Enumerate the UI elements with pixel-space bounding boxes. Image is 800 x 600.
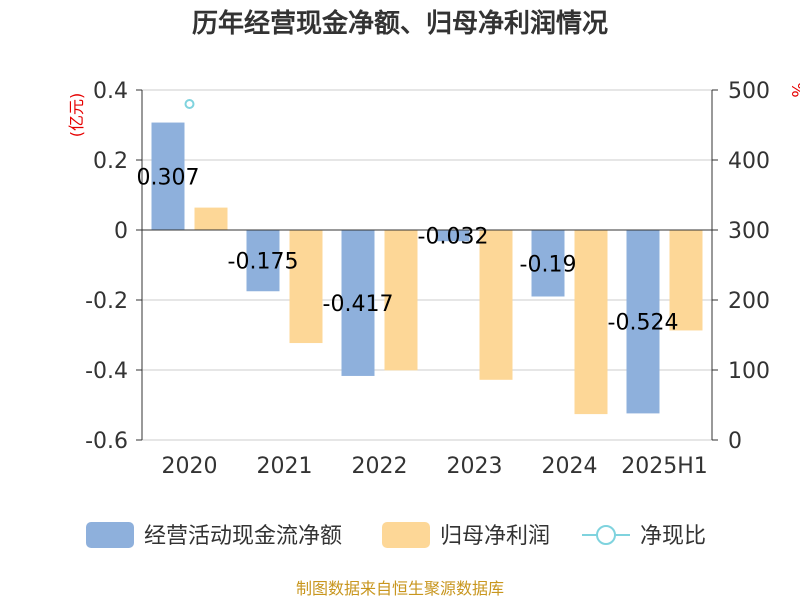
x-tick-label: 2020: [162, 454, 218, 479]
y2-tick-label: 400: [728, 149, 770, 174]
legend[interactable]: 经营活动现金流净额 归母净利润 净现比: [86, 522, 706, 549]
bar-cashflow: [626, 230, 660, 414]
data-label: 0.307: [137, 165, 200, 190]
bar-cashflow: [246, 230, 280, 292]
legend-swatch-net-profit: [382, 522, 430, 548]
data-label: -0.175: [228, 250, 299, 275]
legend-swatch-cashflow: [86, 522, 134, 548]
y-tick-label: 0.4: [93, 79, 128, 104]
data-labels: 0.307 -0.175 -0.417 -0.032 -0.19 -0.524: [137, 165, 679, 335]
y2-tick-label: 300: [728, 219, 770, 244]
bar-cashflow: [436, 230, 470, 242]
y-tick-label: -0.6: [85, 429, 128, 454]
data-label: -0.19: [520, 252, 577, 277]
y2-tick-label: 0: [728, 429, 742, 454]
bar-cashflow: [151, 122, 185, 230]
y-tick-label: -0.4: [85, 359, 128, 384]
source-note: 制图数据来自恒生聚源数据库: [296, 579, 504, 598]
bar-cashflow: [341, 230, 375, 376]
data-label: -0.417: [323, 292, 394, 317]
chart-title: 历年经营现金净额、归母净利润情况: [192, 8, 608, 39]
y-tick-label: 0.2: [93, 149, 128, 174]
y2-tick-label: 200: [728, 289, 770, 314]
legend-label-ratio: 净现比: [640, 524, 706, 549]
y2-tick-label: 100: [728, 359, 770, 384]
data-label: -0.524: [608, 311, 679, 336]
bar-net-profit: [574, 230, 608, 415]
legend-label-net-profit: 归母净利润: [440, 524, 550, 549]
legend-label-cashflow: 经营活动现金流净额: [144, 524, 342, 549]
bars: [151, 122, 703, 415]
legend-marker-ratio: [596, 525, 616, 545]
x-tick-label: 2021: [257, 454, 313, 479]
bar-net-profit: [479, 230, 513, 380]
bar-net-profit: [289, 230, 323, 344]
bar-net-profit: [384, 230, 418, 371]
data-label: -0.032: [418, 225, 489, 250]
x-tick-label: 2024: [542, 454, 598, 479]
axes: -0.6 -0.4 -0.2 0 0.2 0.4 0 100 200 300 400 500 (亿元)%…: [67, 79, 800, 479]
y2-axis-title: %: [788, 82, 800, 97]
y-axis-title: (亿元): [67, 93, 86, 138]
y-tick-label: -0.2: [85, 289, 128, 314]
x-tick-label: 2022: [352, 454, 408, 479]
y2-tick-label: 500: [728, 79, 770, 104]
y-tick-label: 0: [114, 219, 128, 244]
x-tick-label: 2023: [447, 454, 503, 479]
ratio-marker: [184, 99, 195, 109]
x-tick-label: 2025H1: [621, 454, 708, 479]
line-marks: [184, 99, 195, 109]
bar-cashflow: [531, 230, 565, 297]
bar-net-profit: [669, 230, 703, 331]
bar-net-profit: [194, 207, 228, 230]
